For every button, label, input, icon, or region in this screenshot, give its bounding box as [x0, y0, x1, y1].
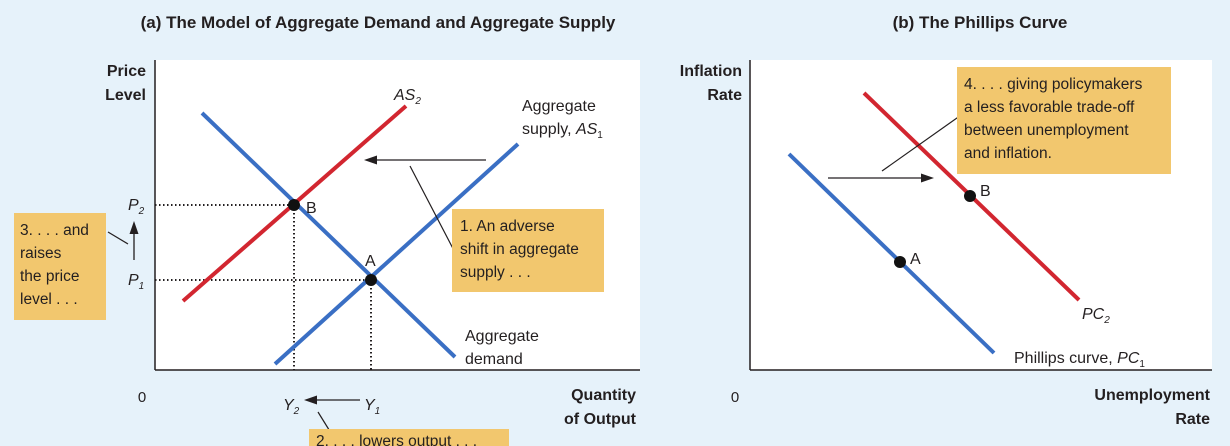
aggregate-demand-curve — [200, 111, 457, 359]
note-2-box: 2. . . . lowers output . . . — [309, 429, 509, 446]
pc-shift-arrow — [828, 173, 934, 183]
note-3-pointer — [107, 231, 129, 245]
pc1-curve — [787, 152, 996, 355]
panel-b-y-title-line1: Inflation — [680, 63, 742, 80]
ad-label-line1: Aggregate — [465, 328, 539, 345]
panel-b-x-title-line2: Rate — [1175, 411, 1210, 428]
note-3-line1: 3. . . . and — [20, 222, 89, 239]
note-4-line3: between unemployment — [964, 122, 1129, 139]
panel-a-x-title-line1: Quantity — [571, 387, 636, 404]
panel-b-y-title-line2: Rate — [707, 87, 742, 104]
note-1-box: 1. An adverse shift in aggregate supply … — [452, 209, 604, 292]
pc1-label: Phillips curve, PC1 — [1014, 350, 1145, 370]
note-1-line1: 1. An adverse — [460, 218, 555, 235]
panel-b-origin: 0 — [731, 389, 739, 406]
point-a-marker — [365, 274, 377, 286]
as-shift-arrow — [364, 155, 486, 165]
panel-a-x-title-line2: of Output — [564, 411, 637, 428]
note-4-line4: and inflation. — [964, 145, 1052, 162]
panel-b-title: (b) The Phillips Curve — [893, 13, 1068, 32]
note-3-line3: the price — [20, 268, 79, 285]
p1-label: P1 — [128, 272, 144, 292]
output-decrease-arrow — [304, 395, 360, 405]
point-a-label-b: A — [910, 251, 921, 268]
panel-a-origin: 0 — [138, 389, 146, 406]
note-1-line3: supply . . . — [460, 264, 531, 281]
note-3-box: 3. . . . and raises the price level . . … — [14, 213, 106, 320]
panel-b-x-title-line1: Unemployment — [1094, 387, 1210, 404]
as1-label-line1: Aggregate — [522, 98, 596, 115]
note-4-line2: a less favorable trade-off — [964, 99, 1135, 116]
note-3-line2: raises — [20, 245, 62, 262]
point-a-marker-b — [894, 256, 906, 268]
note-4-box: 4. . . . giving policymakers a less favo… — [957, 67, 1171, 174]
point-b-label: B — [306, 200, 317, 217]
panel-a-title: (a) The Model of Aggregate Demand and Ag… — [141, 13, 616, 32]
point-b-marker-b — [964, 190, 976, 202]
note-2-text: 2. . . . lowers output . . . — [316, 433, 477, 446]
point-b-label-b: B — [980, 183, 991, 200]
note-3-line4: level . . . — [20, 291, 78, 308]
as2-label: AS2 — [393, 87, 421, 107]
note-4-line1: 4. . . . giving policymakers — [964, 76, 1143, 93]
y2-label: Y2 — [283, 397, 300, 417]
note-4-pointer — [881, 112, 965, 172]
panel-a-y-title-line1: Price — [107, 63, 146, 80]
y1-label: Y1 — [364, 397, 380, 417]
p2-label: P2 — [128, 197, 145, 217]
ad-label-line2: demand — [465, 351, 523, 368]
pc2-label: PC2 — [1082, 306, 1110, 326]
as1-label-line2: supply, AS1 — [522, 121, 603, 141]
as1-curve — [273, 142, 520, 366]
point-a-label: A — [365, 253, 376, 270]
point-b-marker — [288, 199, 300, 211]
note-1-line2: shift in aggregate — [460, 241, 579, 258]
panel-a-y-title-line2: Level — [105, 87, 146, 104]
price-increase-arrow — [129, 221, 139, 260]
note-1-pointer — [409, 165, 461, 263]
